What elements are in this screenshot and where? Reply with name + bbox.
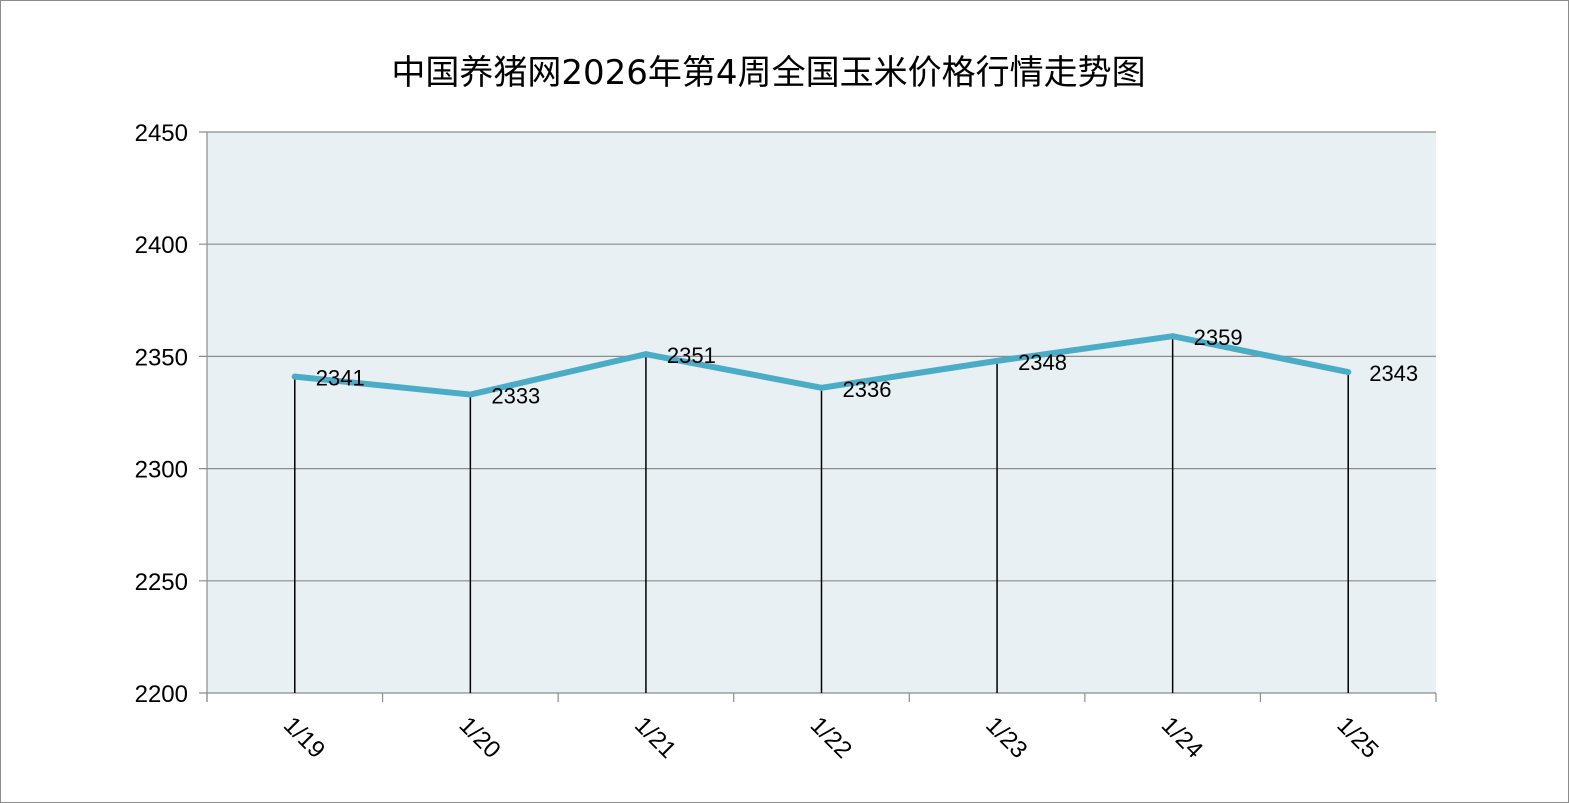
y-tick-label: 2300 bbox=[135, 457, 188, 484]
data-label: 2336 bbox=[843, 377, 892, 402]
y-tick-label: 2350 bbox=[135, 344, 188, 371]
data-point bbox=[1169, 333, 1176, 340]
y-tick-label: 2450 bbox=[135, 120, 188, 147]
data-label: 2343 bbox=[1369, 361, 1418, 386]
data-label: 2348 bbox=[1018, 350, 1067, 375]
drop-lines bbox=[294, 336, 1349, 693]
data-point bbox=[467, 391, 474, 398]
x-tick-label: 1/25 bbox=[1331, 712, 1383, 764]
x-tick-label: 1/19 bbox=[278, 712, 330, 764]
axes bbox=[206, 132, 1437, 702]
x-tick-label: 1/22 bbox=[805, 712, 857, 764]
gridlines bbox=[199, 131, 1436, 694]
data-label: 2341 bbox=[316, 366, 365, 391]
data-label: 2359 bbox=[1194, 325, 1243, 350]
data-point bbox=[642, 351, 649, 358]
data-point bbox=[994, 357, 1001, 364]
chart-title: 中国养猪网2026年第4周全国玉米价格行情走势图 bbox=[391, 53, 1146, 93]
x-tick-label: 1/24 bbox=[1156, 712, 1208, 764]
x-tick-label: 1/23 bbox=[980, 712, 1032, 764]
data-label: 2351 bbox=[667, 343, 716, 368]
y-tick-label: 2400 bbox=[135, 232, 188, 259]
y-tick-label: 2200 bbox=[135, 681, 188, 708]
data-point bbox=[291, 373, 298, 380]
x-tick-label: 1/20 bbox=[454, 712, 506, 764]
data-point bbox=[818, 384, 825, 391]
x-tick-label: 1/21 bbox=[629, 712, 681, 764]
data-point bbox=[1345, 369, 1352, 376]
y-tick-label: 2250 bbox=[135, 569, 188, 596]
data-labels: 2341 2333 2351 2336 2348 2359 2343 bbox=[316, 325, 1418, 408]
data-label: 2333 bbox=[491, 384, 540, 409]
series-group bbox=[291, 333, 1352, 398]
